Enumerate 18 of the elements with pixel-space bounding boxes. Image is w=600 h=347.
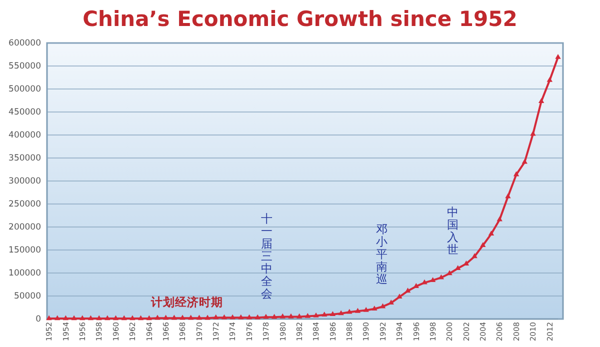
y-tick-label: 400000 (8, 130, 41, 141)
y-tick-label: 500000 (8, 84, 41, 95)
y-tick-label: 250000 (8, 200, 41, 210)
annotation: 十一届三中全会 (261, 211, 273, 300)
annotation: 邓小平南巡 (376, 222, 388, 286)
y-tick-label: 550000 (8, 62, 41, 72)
y-tick-label: 0 (36, 314, 41, 325)
annotation: 中国入世 (447, 205, 459, 256)
y-tick-label: 150000 (8, 246, 41, 256)
y-tick-label: 450000 (8, 108, 41, 118)
annotation: 计划经济时期 (150, 295, 223, 309)
y-tick-label: 200000 (8, 222, 41, 233)
y-tick-label: 300000 (8, 176, 41, 187)
y-tick-label: 600000 (8, 38, 41, 49)
y-tick-label: 100000 (8, 268, 41, 279)
y-tick-label: 350000 (8, 154, 41, 164)
chart-title: China’s Economic Growth since 1952 (82, 7, 518, 31)
y-tick-label: 50000 (14, 292, 41, 302)
